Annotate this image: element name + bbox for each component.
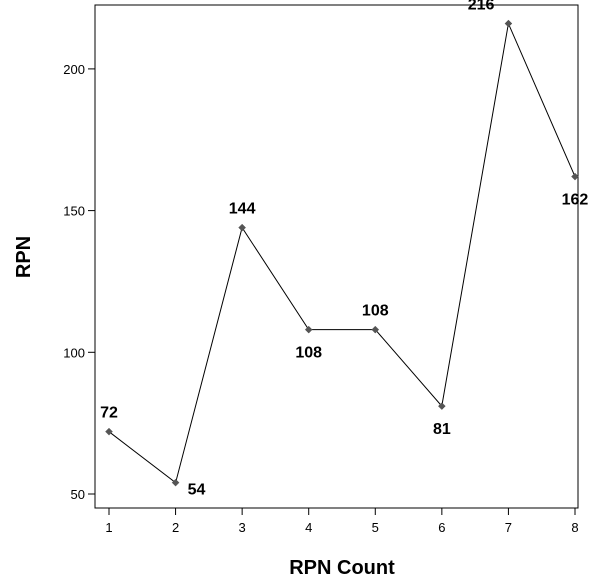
y-tick-label: 200	[63, 62, 85, 77]
data-point	[437, 402, 446, 410]
x-tick-label: 2	[172, 520, 179, 535]
data-label: 108	[362, 303, 389, 320]
data-label: 216	[468, 0, 495, 14]
x-tick-label: 3	[239, 520, 246, 535]
x-tick-label: 4	[305, 520, 312, 535]
x-tick-label: 7	[505, 520, 512, 535]
data-point	[504, 19, 513, 28]
data-point	[238, 223, 246, 232]
plot-frame	[94, 4, 579, 509]
y-tick-label: 100	[63, 345, 85, 360]
data-markers	[105, 19, 579, 487]
x-tick-label: 6	[438, 520, 445, 535]
data-point	[304, 325, 313, 334]
data-point	[171, 478, 180, 487]
data-label: 81	[433, 421, 451, 438]
x-tick-label: 1	[105, 520, 112, 535]
data-label: 54	[188, 482, 206, 499]
data-point	[571, 172, 579, 181]
x-tick-label: 8	[571, 520, 578, 535]
x-axis: 1 2 3 4 5 6 7 8	[105, 508, 579, 535]
y-axis: 50 100 150 200	[63, 62, 95, 502]
data-labels: 72 54 144 108 108 81 216 162	[100, 0, 588, 499]
data-label: 162	[562, 192, 589, 209]
y-tick-label: 50	[71, 487, 85, 502]
data-point	[371, 325, 380, 334]
data-point	[105, 427, 113, 436]
y-axis-title: RPN	[13, 236, 35, 278]
x-axis-title: RPN Count	[289, 557, 395, 579]
data-label: 108	[295, 345, 322, 362]
series-line	[108, 21, 576, 484]
data-label: 72	[100, 405, 118, 422]
y-tick-label: 150	[63, 204, 85, 219]
x-tick-label: 5	[372, 520, 379, 535]
data-label: 144	[229, 201, 256, 218]
